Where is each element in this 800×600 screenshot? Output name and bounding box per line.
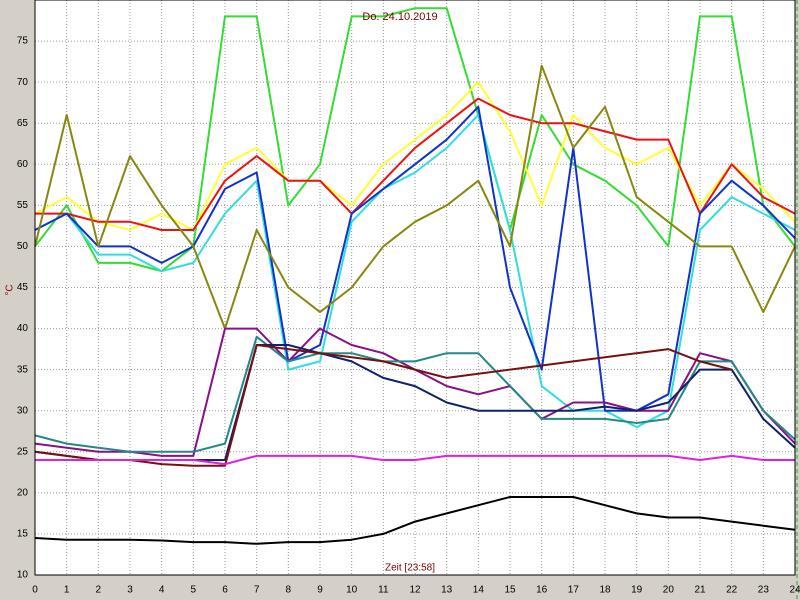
x-axis-label: Zeit [23:58] bbox=[385, 563, 435, 574]
series-line bbox=[34, 64, 796, 330]
y-tick-label: 15 bbox=[17, 529, 29, 540]
y-tick-label: 45 bbox=[17, 282, 29, 293]
x-tick-label: 3 bbox=[127, 585, 133, 596]
x-tick-label: 10 bbox=[346, 585, 358, 596]
lines bbox=[34, 7, 796, 545]
y-tick-label: 25 bbox=[17, 446, 29, 457]
x-tick-label: 23 bbox=[758, 585, 770, 596]
y-tick-label: 10 bbox=[17, 570, 29, 581]
x-tick-label: 7 bbox=[254, 585, 260, 596]
x-tick-label: 20 bbox=[663, 585, 675, 596]
y-tick-label: 55 bbox=[17, 200, 29, 211]
y-tick-label: 75 bbox=[17, 36, 29, 47]
x-tick-label: 14 bbox=[473, 585, 485, 596]
y-tick-label: 30 bbox=[17, 405, 29, 416]
x-tick-label: 21 bbox=[694, 585, 706, 596]
series-line bbox=[34, 496, 796, 545]
series-line bbox=[34, 335, 796, 453]
y-tick-label: 70 bbox=[17, 77, 29, 88]
y-tick-label: 40 bbox=[17, 323, 29, 334]
x-tick-label: 22 bbox=[726, 585, 738, 596]
y-tick-label: 35 bbox=[17, 364, 29, 375]
series-line bbox=[34, 105, 796, 412]
x-tick-label: 4 bbox=[159, 585, 165, 596]
x-tick-label: 12 bbox=[409, 585, 421, 596]
x-tick-label: 19 bbox=[631, 585, 643, 596]
x-tick-label: 16 bbox=[536, 585, 548, 596]
y-tick-label: 50 bbox=[17, 241, 29, 252]
y-axis-label: °C bbox=[5, 284, 16, 295]
series-line bbox=[34, 81, 796, 231]
x-tick-label: 24 bbox=[789, 585, 800, 596]
x-tick-label: 1 bbox=[64, 585, 70, 596]
x-tick-label: 0 bbox=[32, 585, 38, 596]
x-tick-label: 2 bbox=[96, 585, 102, 596]
series-line bbox=[35, 454, 795, 466]
y-tick-label: 20 bbox=[17, 487, 29, 498]
chart-title: Do. 24.10.2019 bbox=[362, 11, 437, 23]
x-tick-label: 15 bbox=[504, 585, 516, 596]
y-tick-label: 60 bbox=[17, 159, 29, 170]
plot-frame bbox=[34, 0, 796, 576]
x-tick-label: 11 bbox=[378, 585, 389, 596]
x-tick-label: 5 bbox=[191, 585, 197, 596]
x-tick-label: 18 bbox=[599, 585, 611, 596]
y-tick-label: 65 bbox=[17, 118, 29, 129]
x-tick-label: 13 bbox=[441, 585, 453, 596]
x-tick-label: 8 bbox=[286, 585, 292, 596]
x-tick-label: 9 bbox=[317, 585, 323, 596]
x-tick-label: 17 bbox=[568, 585, 580, 596]
series-line bbox=[35, 97, 796, 231]
x-tick-label: 6 bbox=[222, 585, 228, 596]
series-line bbox=[34, 344, 732, 467]
